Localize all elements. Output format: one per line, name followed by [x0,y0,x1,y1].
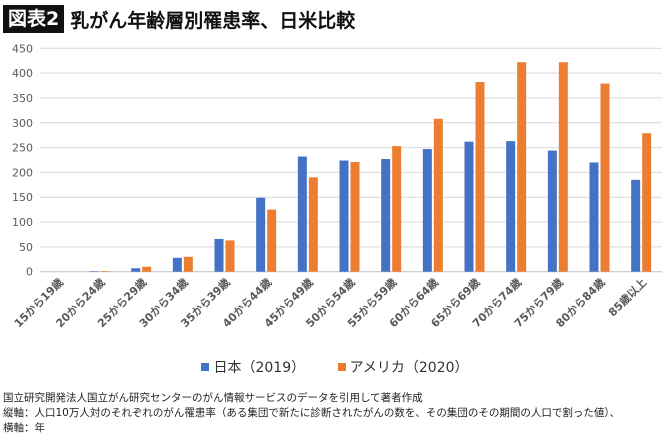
bar-japan [589,162,599,272]
bar-usa [392,146,402,272]
y-tick-label: 400 [12,67,33,80]
bar-japan [172,257,182,272]
bar-japan [547,150,557,272]
legend-swatch-usa [337,363,346,371]
y-tick-label: 450 [12,42,33,55]
bar-usa [558,62,568,272]
y-tick-label: 200 [12,166,33,179]
figure-label: 図表2 [3,5,65,33]
bar-japan [422,149,432,272]
bar-usa [475,82,485,272]
bar-usa [600,83,610,272]
bar-japan [297,156,307,272]
legend-label-usa: アメリカ（2020） [349,360,469,376]
bar-usa [142,266,152,272]
y-tick-label: 250 [12,142,33,155]
legend: 日本（2019） アメリカ（2020） [0,357,670,377]
bar-usa [517,62,527,272]
bar-japan [131,268,141,272]
bar-japan [506,141,516,272]
legend-label-japan: 日本（2019） [213,360,306,376]
footer: 国立研究開発法人国立がん研究センターのがん情報サービスのデータを引用して著者作成… [3,391,620,436]
y-tick-label: 300 [12,117,33,130]
y-tick-label: 150 [12,191,33,204]
axis-note-1: 縦軸：人口10万人対のそれぞれのがん罹患率（ある集団で新たに診断されたがんの数を… [3,407,621,419]
bar-usa [433,118,443,272]
bar-japan [464,141,474,272]
bar-usa [308,177,318,272]
axis-note-2: 横軸：年 [3,422,45,434]
bar-japan [339,160,349,272]
bar-japan [214,238,224,272]
title-bar: 図表2 乳がん年齢層別罹患率、日米比較 [3,4,355,34]
bar-japan [631,179,641,272]
legend-swatch-japan [201,363,210,371]
bar-usa [350,161,360,272]
bar-japan [256,197,266,272]
bar-usa [642,133,652,272]
bar-chart: 05010015020025030035040045015から19歳20から24… [11,42,662,330]
y-tick-label: 350 [12,92,33,105]
legend-item-usa: アメリカ（2020） [337,357,469,377]
bar-usa [183,256,193,272]
bar-japan [381,159,391,272]
x-tick-label: 85歳以上 [605,275,649,319]
chart-title: 乳がん年齢層別罹患率、日米比較 [70,9,356,32]
bar-usa [225,240,235,272]
source-note: 国立研究開発法人国立がん研究センターのがん情報サービスのデータを引用して著者作成 [3,392,423,404]
y-tick-label: 50 [19,241,33,254]
y-tick-label: 100 [12,216,33,229]
bar-usa [267,209,277,272]
y-tick-label: 0 [26,266,33,279]
legend-item-japan: 日本（2019） [201,357,305,377]
